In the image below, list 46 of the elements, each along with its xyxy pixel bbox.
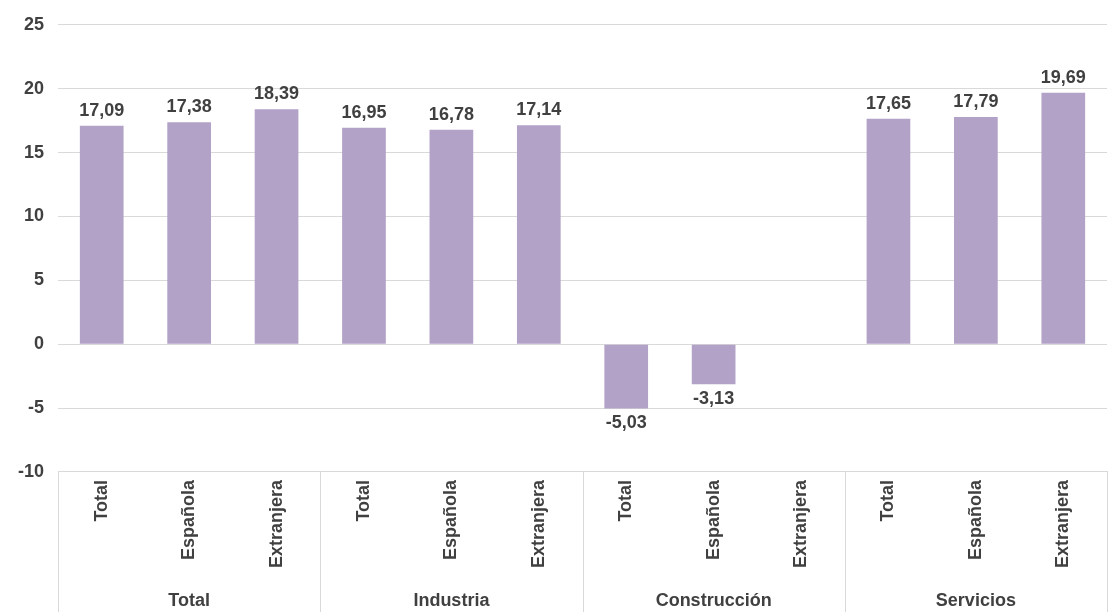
y-tick-label: -10 (18, 460, 45, 481)
x-tick-label: Total (877, 479, 898, 522)
text: Construcción (655, 589, 772, 610)
data-label: 16,78 (428, 103, 474, 124)
x-tick-label: Extranjera (790, 478, 811, 569)
bar (1041, 92, 1086, 344)
data-label: 18,39 (254, 83, 300, 104)
x-tick-label: Española (964, 478, 985, 560)
data-label: 17,38 (166, 96, 212, 117)
x-tick-label: Extranjera (527, 478, 548, 569)
bar (866, 118, 911, 344)
x-tick-label: Española (702, 478, 723, 560)
x-tick-label: Total (90, 479, 111, 522)
bar (954, 116, 998, 344)
x-tick-label: Extranjera (1052, 478, 1073, 569)
y-tick-label: 0 (34, 333, 45, 354)
data-label: 17,79 (953, 90, 999, 111)
bar (342, 127, 386, 344)
text: Industria (413, 589, 491, 610)
data-label: 17,65 (865, 92, 911, 113)
x-tick-label: Total (352, 479, 373, 522)
bar (691, 344, 736, 385)
text: Servicios (935, 589, 1016, 610)
x-tick-label: Española (178, 478, 199, 560)
text: Total (168, 589, 210, 610)
bar (79, 125, 124, 344)
bar (604, 344, 649, 409)
data-label: 17,14 (516, 99, 562, 120)
data-label: -5,03 (605, 412, 647, 433)
y-tick-label: 20 (23, 77, 45, 98)
x-tick-label: Extranjera (265, 478, 286, 569)
data-label: -3,13 (693, 388, 735, 409)
bar (516, 125, 561, 344)
y-tick-label: 5 (34, 269, 45, 290)
y-tick-label: 25 (23, 13, 45, 34)
x-tick-label: Total (615, 479, 636, 522)
y-tick-label: 10 (23, 205, 45, 226)
data-label: 17,09 (79, 99, 125, 120)
data-label: 16,95 (341, 101, 387, 122)
data-label: 19,69 (1040, 66, 1086, 87)
y-tick-label: -5 (28, 397, 45, 418)
x-tick-label: Española (440, 478, 461, 560)
bar (429, 129, 474, 344)
bar (167, 122, 211, 344)
bar (254, 109, 299, 344)
y-tick-label: 15 (23, 141, 45, 162)
